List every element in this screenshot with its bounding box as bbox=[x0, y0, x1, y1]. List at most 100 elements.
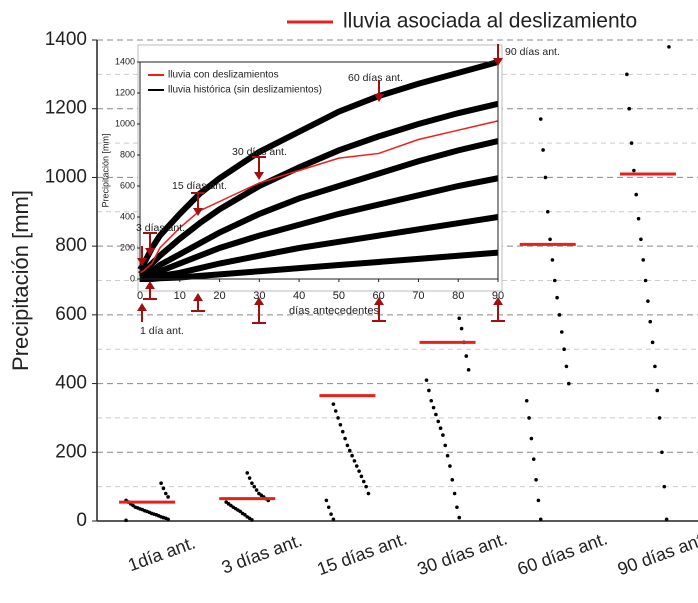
y-tick-label: 400 bbox=[55, 373, 87, 394]
data-point bbox=[545, 209, 550, 214]
data-point bbox=[245, 471, 250, 475]
data-point bbox=[641, 258, 646, 262]
y-tick-label: 600 bbox=[55, 304, 87, 325]
data-point bbox=[464, 354, 469, 358]
data-point bbox=[336, 416, 340, 420]
inset-legend-label: lluvia con deslizamientos bbox=[168, 70, 279, 81]
data-point bbox=[455, 505, 459, 510]
y-tick-label: 0 bbox=[76, 510, 87, 531]
y-tick-label: 1000 bbox=[45, 166, 87, 187]
inset-y-tick-label: 1200 bbox=[115, 87, 135, 97]
annotation: 90 días ant. bbox=[505, 46, 560, 58]
data-point bbox=[524, 398, 529, 403]
x-tick-label: 15 días ant. bbox=[314, 528, 409, 579]
inset-y-tick-label: 1000 bbox=[115, 118, 135, 128]
y-axis-label: Precipitación [mm] bbox=[8, 190, 33, 371]
data-point bbox=[632, 168, 636, 173]
historical-rain-line bbox=[138, 138, 499, 281]
data-point bbox=[429, 398, 434, 403]
inset-x-tick-label: 30 bbox=[253, 290, 265, 302]
data-point bbox=[254, 488, 259, 492]
data-point bbox=[457, 515, 462, 520]
annotation: 30 días ant. bbox=[232, 146, 287, 158]
data-point bbox=[357, 469, 361, 473]
data-point bbox=[252, 484, 257, 489]
data-point bbox=[538, 117, 543, 121]
data-point bbox=[350, 453, 354, 458]
data-point bbox=[543, 175, 548, 180]
data-point bbox=[660, 450, 664, 455]
data-point bbox=[436, 419, 441, 424]
data-point bbox=[648, 319, 653, 324]
inset-y-axis-label: Precipitación [mm] bbox=[100, 133, 110, 207]
data-point bbox=[124, 518, 128, 523]
data-point bbox=[427, 388, 431, 393]
inset-axes bbox=[139, 61, 499, 280]
data-point bbox=[625, 72, 629, 77]
data-point bbox=[333, 409, 338, 413]
data-point bbox=[361, 479, 366, 484]
inset-x-tick-label: 80 bbox=[452, 290, 464, 302]
data-point bbox=[364, 484, 368, 489]
inset-x-tick-label: 50 bbox=[333, 290, 345, 302]
legend-label: lluvia asociada al deslizamiento bbox=[343, 10, 637, 33]
inset: 0 200 400 600 800 1000 1200 1400 0 10 20 30 40 50 60 70… bbox=[100, 44, 560, 337]
annotation: 1 día ant. bbox=[140, 325, 184, 337]
data-point bbox=[240, 511, 245, 516]
data-point bbox=[466, 368, 471, 372]
data-point bbox=[424, 378, 429, 382]
data-point bbox=[459, 326, 464, 331]
y-tick-label: 1200 bbox=[45, 98, 87, 119]
inset-legend-label: lluvia histórica (sin deslizamientos) bbox=[168, 85, 322, 96]
data-point bbox=[534, 477, 538, 482]
data-point bbox=[662, 484, 667, 489]
annotation-arrows bbox=[137, 44, 505, 324]
data-point bbox=[329, 512, 333, 516]
data-point bbox=[161, 486, 166, 491]
data-point bbox=[653, 364, 657, 369]
data-point bbox=[538, 517, 543, 522]
x-tick-label: 30 días ant. bbox=[415, 528, 510, 579]
data-point bbox=[450, 477, 455, 482]
data-point bbox=[457, 316, 462, 321]
data-point bbox=[331, 402, 336, 406]
data-point bbox=[354, 464, 359, 468]
data-point bbox=[224, 500, 229, 504]
data-point bbox=[646, 299, 650, 303]
x-tick-label: 90 días ant. bbox=[615, 528, 698, 579]
data-point bbox=[566, 381, 571, 386]
data-point bbox=[245, 515, 250, 519]
data-point bbox=[159, 481, 163, 486]
inset-x-tick-label: 20 bbox=[213, 290, 225, 302]
data-point bbox=[552, 278, 557, 283]
data-point bbox=[324, 498, 329, 503]
annotation: 60 días ant. bbox=[348, 72, 403, 84]
historical-rain-line bbox=[137, 59, 499, 272]
inset-frame bbox=[137, 44, 503, 292]
data-point bbox=[345, 443, 350, 448]
data-point bbox=[352, 459, 357, 463]
data-point bbox=[531, 457, 536, 461]
data-point bbox=[650, 340, 655, 345]
data-point bbox=[548, 237, 552, 242]
inset-x-tick-label: 90 bbox=[492, 290, 504, 302]
data-point bbox=[629, 141, 634, 145]
data-point bbox=[639, 237, 643, 242]
inset-x-tick-label: 70 bbox=[412, 290, 424, 302]
x-tick-label: 60 días ant. bbox=[515, 528, 610, 579]
data-point bbox=[657, 416, 662, 420]
data-point bbox=[527, 416, 531, 420]
data-point bbox=[443, 443, 448, 448]
data-point bbox=[343, 436, 347, 441]
landslide-rain-line bbox=[139, 120, 499, 274]
data-point bbox=[250, 481, 254, 486]
data-point bbox=[627, 106, 632, 111]
data-point bbox=[331, 517, 336, 522]
inset-y-tick-label: 200 bbox=[120, 242, 135, 252]
historical-rain-line bbox=[139, 175, 499, 282]
data-point bbox=[655, 388, 660, 393]
inset-x-axis-label: días antecedentes bbox=[289, 305, 379, 317]
x-tick-label: 3 días ant. bbox=[219, 530, 305, 578]
data-point bbox=[557, 313, 562, 317]
